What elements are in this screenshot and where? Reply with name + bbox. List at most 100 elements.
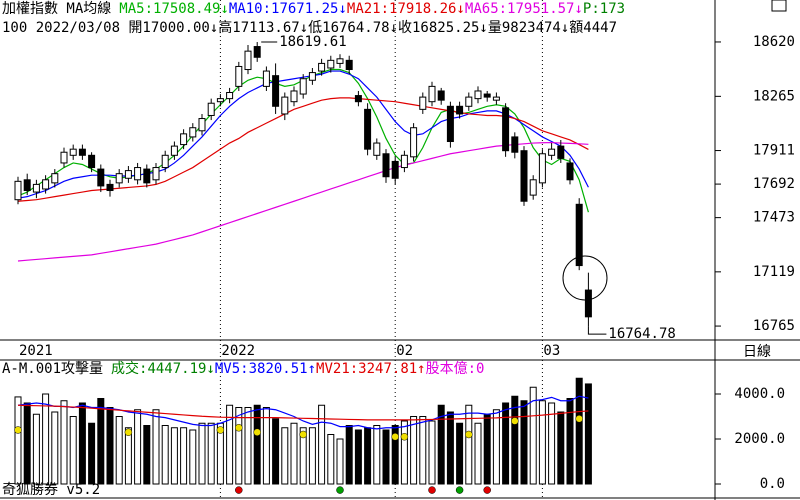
candle-body bbox=[400, 154, 408, 169]
candle-body bbox=[69, 148, 77, 156]
candle-body bbox=[437, 90, 445, 101]
candle-body bbox=[51, 173, 59, 184]
volume-bar bbox=[318, 404, 326, 485]
ma-line bbox=[17, 141, 589, 262]
legend-entry: MA21:17918.26↓ bbox=[347, 1, 465, 17]
volume-bar bbox=[400, 420, 408, 485]
volume-bar bbox=[391, 424, 399, 485]
candle-body bbox=[502, 107, 510, 152]
legend-entry: MA65:17951.57↓ bbox=[465, 1, 583, 17]
volume-bar bbox=[465, 404, 473, 485]
volume-bar bbox=[198, 422, 206, 485]
candle-body bbox=[318, 62, 326, 72]
candle-body bbox=[584, 289, 592, 318]
candle-body bbox=[511, 136, 519, 153]
signal-marker bbox=[253, 428, 261, 436]
candle-body bbox=[538, 153, 546, 184]
volume-bar bbox=[42, 393, 50, 485]
candle-body bbox=[32, 183, 40, 193]
volume-bar bbox=[244, 406, 252, 485]
candle-body bbox=[520, 150, 528, 202]
signal-marker bbox=[235, 486, 243, 494]
legend-entry: 成交:4447.19↓ bbox=[111, 360, 215, 377]
volume-bar bbox=[584, 383, 592, 485]
volume-bar bbox=[235, 406, 243, 485]
volume-bar bbox=[428, 420, 436, 485]
y-tick-label: 17119 bbox=[753, 264, 795, 280]
candle-body bbox=[226, 92, 234, 100]
volume-bar bbox=[97, 397, 105, 485]
volume-bar bbox=[226, 404, 234, 485]
volume-bar bbox=[207, 422, 215, 485]
signal-marker bbox=[511, 417, 519, 425]
volume-bar bbox=[345, 424, 353, 485]
candle-body bbox=[152, 167, 160, 181]
volume-bar bbox=[575, 377, 583, 485]
volume-bar bbox=[308, 427, 316, 485]
candle-body bbox=[281, 96, 289, 115]
candle-body bbox=[446, 105, 454, 143]
candle-body bbox=[428, 85, 436, 103]
volume-bar bbox=[299, 427, 307, 485]
volume-bar bbox=[106, 406, 114, 485]
candle-body bbox=[557, 145, 565, 159]
candle-body bbox=[23, 179, 31, 192]
candle-body bbox=[235, 65, 243, 87]
volume-bar bbox=[253, 404, 261, 485]
candle-body bbox=[253, 46, 261, 58]
candle-body bbox=[207, 102, 215, 116]
footer: 奇狐勝券 v5.2 bbox=[2, 481, 100, 498]
candle-body bbox=[327, 59, 335, 69]
volume-bar bbox=[290, 422, 298, 485]
volume-bar bbox=[327, 433, 335, 485]
candle-body bbox=[88, 154, 96, 169]
candle-body bbox=[419, 96, 427, 110]
legend-entry: MV21:3247.81↑ bbox=[316, 361, 426, 377]
candle-body bbox=[410, 127, 418, 158]
volume-bar bbox=[557, 411, 565, 485]
candle-body bbox=[244, 50, 252, 71]
y-tick-label: 18265 bbox=[753, 88, 795, 104]
signal-marker bbox=[575, 414, 583, 423]
candle-body bbox=[474, 90, 482, 100]
y-tick-label: 0.0 bbox=[760, 476, 785, 492]
signal-marker bbox=[235, 423, 243, 432]
volume-bar bbox=[529, 386, 537, 485]
candle-body bbox=[78, 148, 86, 156]
y-tick-label: 17692 bbox=[753, 176, 795, 192]
signal-marker bbox=[216, 426, 225, 434]
volume-bar bbox=[152, 409, 160, 485]
window-icon[interactable] bbox=[771, 0, 787, 12]
signal-marker bbox=[299, 430, 307, 439]
volume-bar bbox=[69, 415, 77, 485]
x-tick-label: 2022 bbox=[221, 343, 255, 359]
volume-bar bbox=[354, 429, 362, 485]
candle-body bbox=[272, 75, 280, 107]
volume-bar bbox=[161, 424, 169, 485]
volume-bar bbox=[483, 413, 491, 485]
signal-marker bbox=[455, 486, 464, 494]
legend-entry: MA5:17508.49↓ bbox=[119, 1, 229, 17]
candle-body bbox=[124, 170, 132, 179]
volume-header: A-M.001攻擊量 成交:4447.19↓MV5:3820.51↑MV21:32… bbox=[2, 360, 484, 377]
candle-body bbox=[143, 168, 151, 184]
candle-body bbox=[198, 118, 206, 132]
candle-body bbox=[345, 59, 353, 71]
candle-body bbox=[465, 96, 473, 107]
volume-bar bbox=[566, 397, 574, 485]
x-tick-label: 03 bbox=[543, 343, 560, 359]
indicator-title: A-M.001攻擊量 bbox=[2, 360, 103, 377]
volume-bar bbox=[502, 402, 510, 485]
candle-body bbox=[262, 70, 270, 87]
volume-bar bbox=[456, 422, 464, 485]
legend-entry: 股本億:0 bbox=[426, 361, 485, 377]
candle-body bbox=[299, 78, 307, 95]
candle-body bbox=[14, 180, 22, 201]
volume-bar bbox=[170, 427, 178, 485]
volume-bar bbox=[520, 400, 528, 485]
candle-body bbox=[290, 90, 298, 103]
volume-bar bbox=[32, 413, 40, 485]
candle-body bbox=[529, 179, 537, 196]
